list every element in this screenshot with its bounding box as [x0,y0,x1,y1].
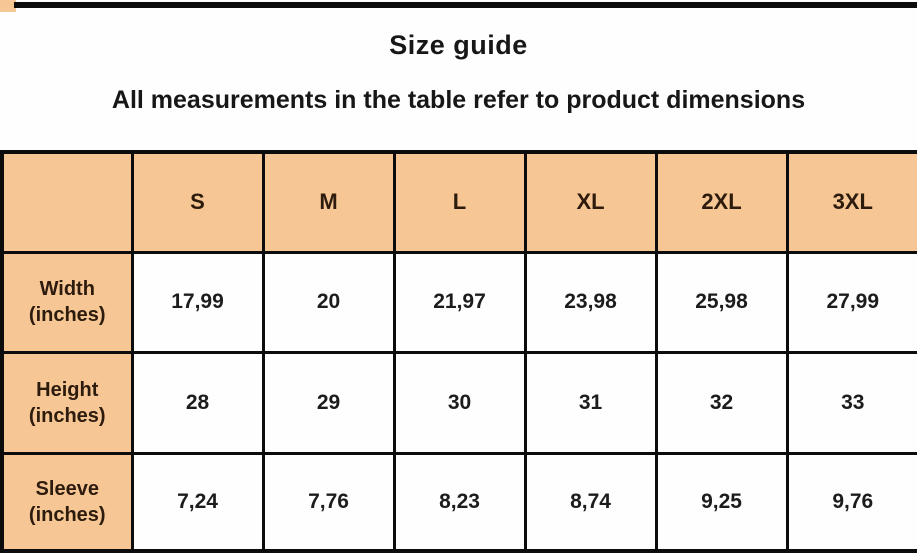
page-subtitle: All measurements in the table refer to p… [111,86,806,114]
cell-height-m: 29 [261,350,396,455]
row-label-name: Height [36,378,99,401]
corner-cell [0,150,134,254]
row-label-name: Sleeve [35,477,99,500]
row-label-sleeve: Sleeve (inches) [0,451,134,553]
top-border-line [14,2,917,8]
column-header-xl: XL [523,150,658,254]
cell-sleeve-l: 8,23 [392,451,527,553]
cell-width-3xl: 27,99 [785,250,917,354]
cell-sleeve-3xl: 9,76 [785,451,917,553]
column-header-l: L [392,150,527,254]
column-header-2xl: 2XL [654,150,789,254]
cell-height-3xl: 33 [785,350,917,455]
cell-height-l: 30 [392,350,527,455]
cell-width-l: 21,97 [392,250,527,354]
column-header-m: M [261,150,396,254]
row-label-width: Width (inches) [0,250,134,354]
column-header-3xl: 3XL [785,150,917,254]
row-label-name: Width [39,278,95,300]
table-row-width: Width (inches) 17,99 20 21,97 23,98 25,9… [0,250,917,354]
row-label-unit: (inches) [28,304,106,326]
cell-width-s: 17,99 [130,250,265,354]
cell-sleeve-m: 7,76 [261,451,396,553]
cell-width-m: 20 [261,250,396,354]
cell-sleeve-2xl: 9,25 [654,451,789,553]
size-table-header-row: S M L XL 2XL 3XL [0,150,917,254]
size-table: S M L XL 2XL 3XL Width (inches) 17,99 20… [0,150,917,553]
table-row-sleeve: Sleeve (inches) 7,24 7,76 8,23 8,74 9,25… [0,451,917,553]
cell-height-s: 28 [130,350,265,455]
column-header-s: S [130,150,265,254]
cell-width-xl: 23,98 [523,250,658,354]
cell-width-2xl: 25,98 [654,250,789,354]
cell-height-2xl: 32 [654,350,789,455]
page-title: Size guide [389,30,528,60]
row-label-height: Height (inches) [0,350,134,455]
cell-sleeve-xl: 8,74 [523,451,658,553]
row-label-unit: (inches) [28,503,106,526]
row-label-unit: (inches) [28,404,106,427]
corner-accent-square [0,0,16,12]
cell-sleeve-s: 7,24 [130,451,265,553]
table-row-height: Height (inches) 28 29 30 31 32 33 [0,350,917,455]
cell-height-xl: 31 [523,350,658,455]
